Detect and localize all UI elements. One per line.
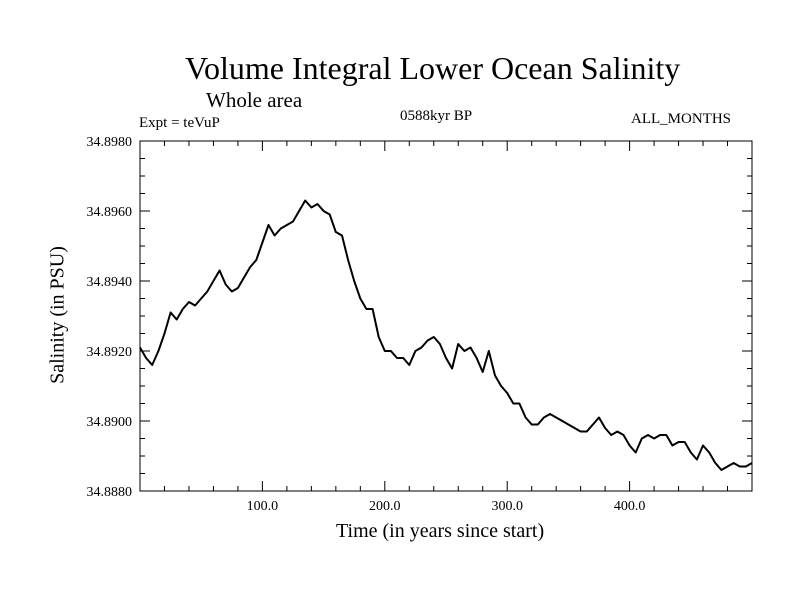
months-label: ALL_MONTHS bbox=[631, 111, 731, 127]
x-tick-label: 100.0 bbox=[247, 499, 279, 514]
y-tick-label: 34.8900 bbox=[87, 415, 133, 430]
y-tick-label: 34.8880 bbox=[87, 485, 133, 500]
period-label: 0588kyr BP bbox=[400, 108, 473, 124]
series-line-salinity bbox=[139, 199, 753, 471]
chart-subtitle: Whole area bbox=[206, 88, 303, 112]
x-axis-label: Time (in years since start) bbox=[336, 520, 545, 542]
experiment-label: Expt = teVuP bbox=[139, 115, 220, 131]
y-tick-label: 34.8920 bbox=[87, 345, 133, 360]
chart-title: Volume Integral Lower Ocean Salinity bbox=[185, 50, 681, 86]
plot-frame bbox=[139, 140, 753, 492]
y-tick-label: 34.8980 bbox=[87, 135, 133, 150]
y-tick-label: 34.8940 bbox=[87, 275, 133, 290]
x-tick-label: 400.0 bbox=[614, 499, 646, 514]
x-tick-label: 300.0 bbox=[491, 499, 523, 514]
y-tick-label: 34.8960 bbox=[87, 205, 133, 220]
x-tick-label: 200.0 bbox=[369, 499, 401, 514]
